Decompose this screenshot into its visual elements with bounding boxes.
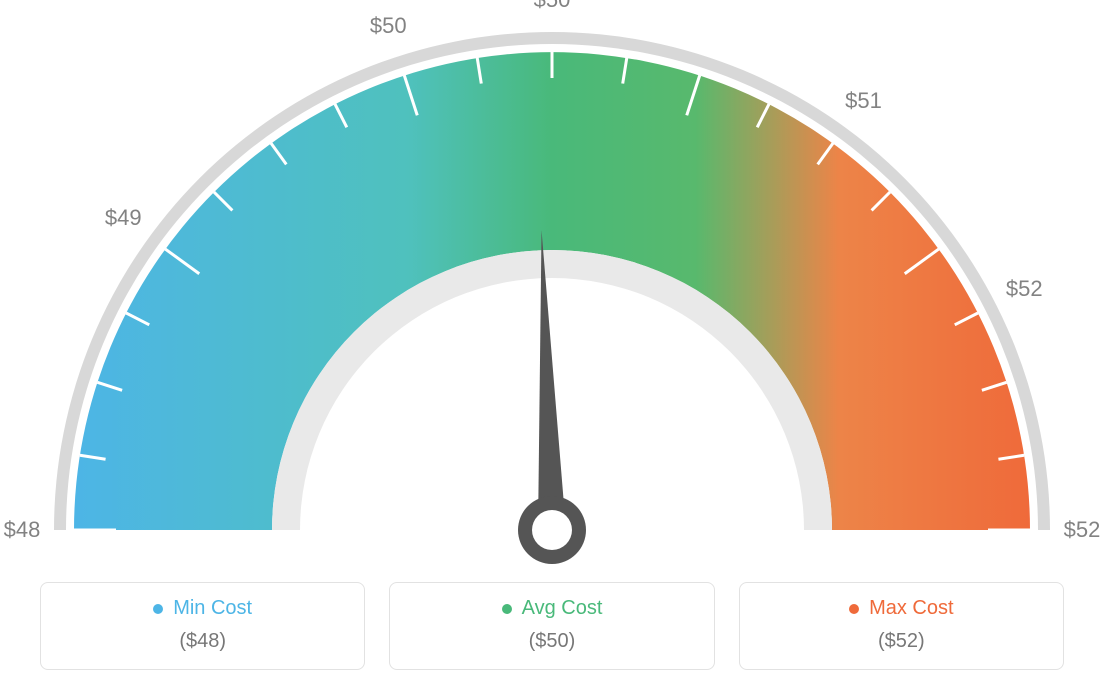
gauge-tick-label: $48 [4,517,41,543]
legend-text-max: Max Cost [869,597,953,620]
gauge-tick-label: $50 [370,13,407,39]
legend-label-min: Min Cost [153,597,252,620]
gauge-tick-label: $52 [1006,276,1043,302]
gauge-svg [0,0,1104,570]
gauge-tick-label: $50 [534,0,571,13]
legend-value-max: ($52) [750,630,1053,653]
legend-card-min: Min Cost ($48) [40,582,365,670]
legend-dot-avg [502,604,512,614]
gauge-tick-label: $49 [105,205,142,231]
legend-label-avg: Avg Cost [502,597,603,620]
legend-text-avg: Avg Cost [522,597,603,620]
legend-card-max: Max Cost ($52) [739,582,1064,670]
gauge-tick-label: $52 [1064,517,1101,543]
legend-label-max: Max Cost [849,597,953,620]
gauge-area: $48 $49 $50 $50 $51 $52 $52 [0,0,1104,570]
gauge-tick-label: $51 [845,88,882,114]
legend-text-min: Min Cost [173,597,252,620]
legend-value-min: ($48) [51,630,354,653]
legend-row: Min Cost ($48) Avg Cost ($50) Max Cost (… [40,582,1064,670]
legend-card-avg: Avg Cost ($50) [389,582,714,670]
legend-dot-min [153,604,163,614]
legend-dot-max [849,604,859,614]
legend-value-avg: ($50) [400,630,703,653]
gauge-chart-container: $48 $49 $50 $50 $51 $52 $52 Min Cost ($48) Avg… [0,0,1104,690]
